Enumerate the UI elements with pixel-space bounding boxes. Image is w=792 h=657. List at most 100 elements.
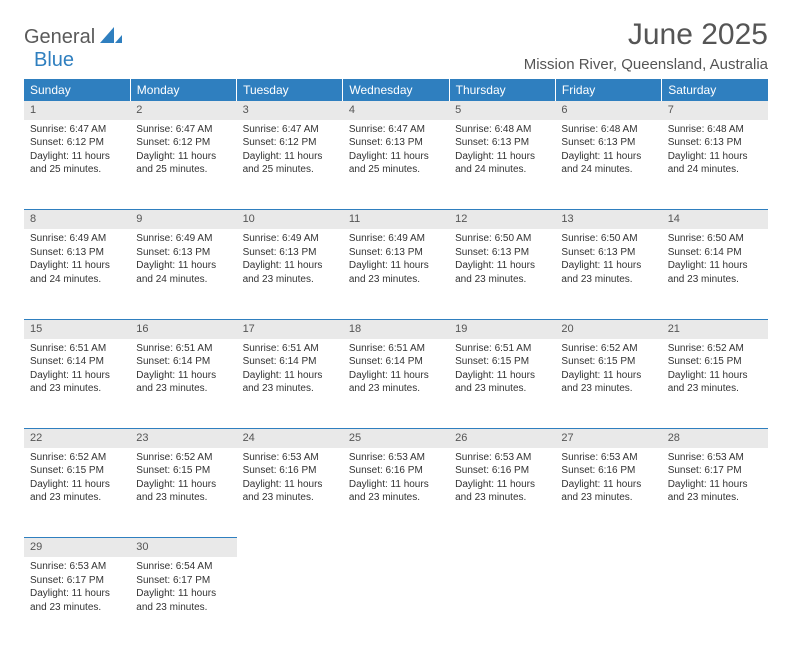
daylight-text: Daylight: 11 hours — [349, 150, 443, 164]
sunrise-text: Sunrise: 6:53 AM — [30, 560, 124, 574]
day-data-cell: Sunrise: 6:49 AMSunset: 6:13 PMDaylight:… — [24, 229, 130, 319]
daynum-row: 22232425262728 — [24, 429, 768, 448]
day-data-cell: Sunrise: 6:52 AMSunset: 6:15 PMDaylight:… — [662, 339, 768, 429]
sunset-text: Sunset: 6:12 PM — [243, 136, 337, 150]
day-data-cell: Sunrise: 6:53 AMSunset: 6:16 PMDaylight:… — [555, 448, 661, 538]
day-data-cell: Sunrise: 6:48 AMSunset: 6:13 PMDaylight:… — [449, 120, 555, 210]
sunrise-text: Sunrise: 6:48 AM — [561, 123, 655, 137]
day-data-cell — [343, 557, 449, 647]
daylight-text: Daylight: 11 hours — [30, 587, 124, 601]
sunset-text: Sunset: 6:17 PM — [30, 574, 124, 588]
day-number-cell: 15 — [24, 319, 130, 338]
day-number-cell: 3 — [237, 101, 343, 120]
daylight-text: and 23 minutes. — [243, 491, 337, 505]
sunset-text: Sunset: 6:12 PM — [30, 136, 124, 150]
weekday-header: Tuesday — [237, 79, 343, 101]
day-number-cell: 23 — [130, 429, 236, 448]
daylight-text: and 23 minutes. — [668, 273, 762, 287]
sunset-text: Sunset: 6:15 PM — [455, 355, 549, 369]
logo: General Blue — [24, 26, 122, 72]
daylight-text: and 24 minutes. — [668, 163, 762, 177]
day-number-cell: 25 — [343, 429, 449, 448]
day-data-cell: Sunrise: 6:50 AMSunset: 6:14 PMDaylight:… — [662, 229, 768, 319]
sunrise-text: Sunrise: 6:52 AM — [668, 342, 762, 356]
sunset-text: Sunset: 6:13 PM — [455, 136, 549, 150]
day-data-cell: Sunrise: 6:51 AMSunset: 6:14 PMDaylight:… — [130, 339, 236, 429]
day-data-cell — [449, 557, 555, 647]
day-number-cell: 26 — [449, 429, 555, 448]
sunset-text: Sunset: 6:13 PM — [455, 246, 549, 260]
daylight-text: Daylight: 11 hours — [136, 369, 230, 383]
data-row: Sunrise: 6:49 AMSunset: 6:13 PMDaylight:… — [24, 229, 768, 319]
sunrise-text: Sunrise: 6:49 AM — [243, 232, 337, 246]
daylight-text: Daylight: 11 hours — [136, 150, 230, 164]
daylight-text: and 23 minutes. — [561, 273, 655, 287]
day-number-cell: 28 — [662, 429, 768, 448]
daylight-text: and 23 minutes. — [136, 382, 230, 396]
sunrise-text: Sunrise: 6:52 AM — [30, 451, 124, 465]
calendar-table: Sunday Monday Tuesday Wednesday Thursday… — [24, 79, 768, 647]
daylight-text: Daylight: 11 hours — [243, 259, 337, 273]
daylight-text: Daylight: 11 hours — [668, 478, 762, 492]
data-row: Sunrise: 6:47 AMSunset: 6:12 PMDaylight:… — [24, 120, 768, 210]
daylight-text: Daylight: 11 hours — [349, 259, 443, 273]
sunset-text: Sunset: 6:17 PM — [668, 464, 762, 478]
sunrise-text: Sunrise: 6:49 AM — [30, 232, 124, 246]
day-data-cell: Sunrise: 6:53 AMSunset: 6:16 PMDaylight:… — [449, 448, 555, 538]
sunset-text: Sunset: 6:17 PM — [136, 574, 230, 588]
daylight-text: Daylight: 11 hours — [136, 259, 230, 273]
day-data-cell: Sunrise: 6:47 AMSunset: 6:12 PMDaylight:… — [130, 120, 236, 210]
day-data-cell: Sunrise: 6:49 AMSunset: 6:13 PMDaylight:… — [343, 229, 449, 319]
daylight-text: and 24 minutes. — [30, 273, 124, 287]
sunset-text: Sunset: 6:13 PM — [136, 246, 230, 260]
sunrise-text: Sunrise: 6:52 AM — [136, 451, 230, 465]
day-data-cell — [662, 557, 768, 647]
daylight-text: and 23 minutes. — [243, 382, 337, 396]
daylight-text: and 23 minutes. — [30, 491, 124, 505]
daylight-text: and 23 minutes. — [561, 491, 655, 505]
logo-text-wrap: General Blue — [24, 26, 122, 72]
daylight-text: Daylight: 11 hours — [349, 478, 443, 492]
daylight-text: and 23 minutes. — [30, 382, 124, 396]
day-number-cell: 11 — [343, 210, 449, 229]
day-number-cell: 13 — [555, 210, 661, 229]
daylight-text: and 23 minutes. — [243, 273, 337, 287]
day-data-cell: Sunrise: 6:52 AMSunset: 6:15 PMDaylight:… — [24, 448, 130, 538]
day-data-cell: Sunrise: 6:48 AMSunset: 6:13 PMDaylight:… — [662, 120, 768, 210]
sunset-text: Sunset: 6:13 PM — [561, 136, 655, 150]
sunset-text: Sunset: 6:12 PM — [136, 136, 230, 150]
day-number-cell — [343, 538, 449, 557]
sunrise-text: Sunrise: 6:50 AM — [455, 232, 549, 246]
sunrise-text: Sunrise: 6:53 AM — [349, 451, 443, 465]
day-number-cell — [555, 538, 661, 557]
daylight-text: Daylight: 11 hours — [561, 478, 655, 492]
sunset-text: Sunset: 6:15 PM — [668, 355, 762, 369]
daylight-text: Daylight: 11 hours — [243, 150, 337, 164]
day-data-cell: Sunrise: 6:49 AMSunset: 6:13 PMDaylight:… — [130, 229, 236, 319]
sunrise-text: Sunrise: 6:51 AM — [455, 342, 549, 356]
sunrise-text: Sunrise: 6:53 AM — [561, 451, 655, 465]
day-data-cell — [237, 557, 343, 647]
sunset-text: Sunset: 6:14 PM — [349, 355, 443, 369]
sunset-text: Sunset: 6:15 PM — [561, 355, 655, 369]
daylight-text: Daylight: 11 hours — [136, 478, 230, 492]
daylight-text: and 23 minutes. — [136, 491, 230, 505]
location-text: Mission River, Queensland, Australia — [524, 56, 768, 73]
sunrise-text: Sunrise: 6:47 AM — [30, 123, 124, 137]
daylight-text: and 25 minutes. — [243, 163, 337, 177]
data-row: Sunrise: 6:52 AMSunset: 6:15 PMDaylight:… — [24, 448, 768, 538]
weekday-header-row: Sunday Monday Tuesday Wednesday Thursday… — [24, 79, 768, 101]
logo-text-general: General — [24, 26, 95, 48]
logo-sail-icon — [100, 27, 122, 48]
sunrise-text: Sunrise: 6:50 AM — [668, 232, 762, 246]
sunset-text: Sunset: 6:14 PM — [30, 355, 124, 369]
weekday-header: Monday — [130, 79, 236, 101]
daylight-text: and 25 minutes. — [349, 163, 443, 177]
sunset-text: Sunset: 6:13 PM — [30, 246, 124, 260]
day-data-cell: Sunrise: 6:47 AMSunset: 6:13 PMDaylight:… — [343, 120, 449, 210]
day-number-cell: 7 — [662, 101, 768, 120]
sunset-text: Sunset: 6:14 PM — [136, 355, 230, 369]
day-number-cell: 18 — [343, 319, 449, 338]
day-data-cell: Sunrise: 6:52 AMSunset: 6:15 PMDaylight:… — [555, 339, 661, 429]
day-data-cell: Sunrise: 6:51 AMSunset: 6:14 PMDaylight:… — [24, 339, 130, 429]
